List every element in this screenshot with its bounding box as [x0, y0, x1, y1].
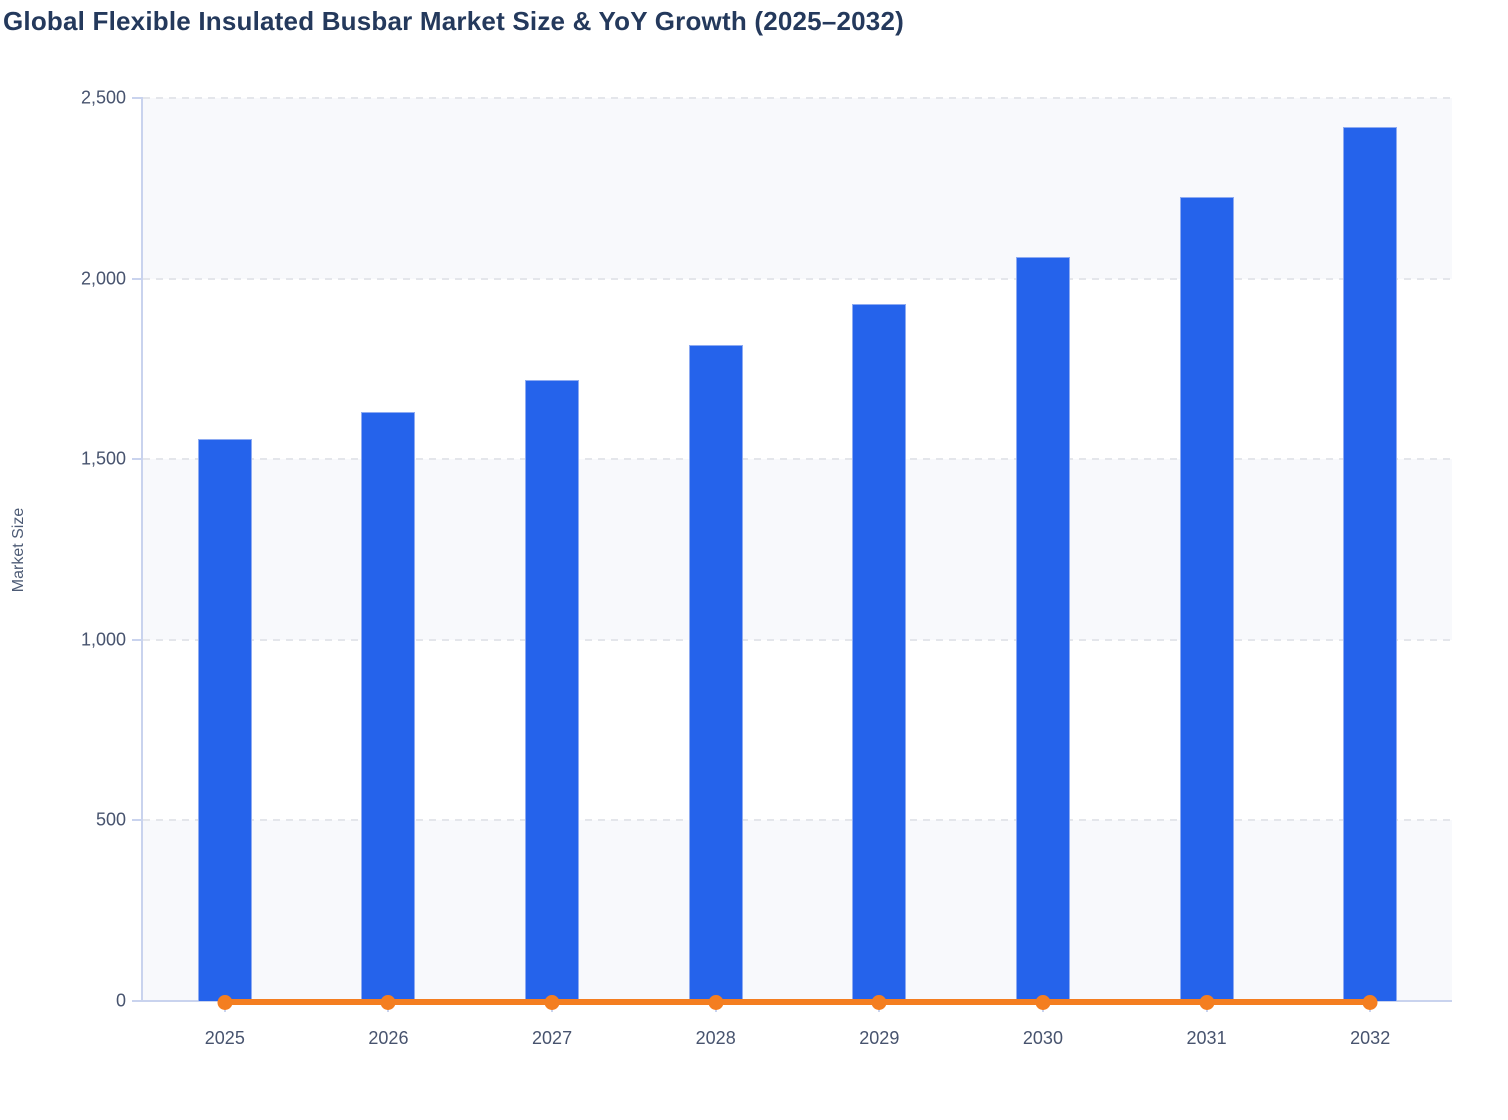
plot-band-2000-2500 — [143, 98, 1452, 279]
x-tick-label-2030: 2030 — [1022, 1028, 1063, 1048]
gridline-500 — [143, 819, 1452, 822]
y-tick-1,500 — [132, 458, 143, 461]
y-tick-500 — [132, 819, 143, 822]
x-tick-label-2026: 2026 — [368, 1028, 409, 1048]
bar-2030[interactable] — [1015, 256, 1070, 1001]
x-tick-label-2027: 2027 — [532, 1028, 573, 1048]
x-tick-label-2031: 2031 — [1186, 1028, 1227, 1048]
y-tick-2,000 — [132, 277, 143, 280]
yoy-point-2028[interactable] — [708, 995, 724, 1010]
plot-band-0-500 — [143, 820, 1452, 1001]
yoy-point-2026[interactable] — [380, 995, 396, 1010]
y-tick-label-0: 0 — [115, 990, 126, 1011]
bar-2025[interactable] — [197, 439, 252, 1001]
x-tick-label-2028: 2028 — [695, 1028, 736, 1048]
chart-title: Global Flexible Insulated Busbar Market … — [3, 6, 904, 36]
bar-2029[interactable] — [852, 303, 907, 1001]
gridline-1,000 — [143, 638, 1452, 641]
bar-2032[interactable] — [1343, 126, 1398, 1001]
y-tick-2,500 — [132, 97, 143, 99]
yoy-point-2032[interactable] — [1362, 995, 1378, 1010]
bar-2026[interactable] — [361, 412, 416, 1001]
x-tick-label-2025: 2025 — [204, 1028, 245, 1048]
y-axis-line — [141, 98, 143, 1001]
yoy-growth-line — [224, 999, 1371, 1005]
yoy-point-2030[interactable] — [1035, 995, 1051, 1010]
y-tick-label-2,000: 2,000 — [80, 268, 126, 289]
y-tick-label-1,500: 1,500 — [80, 448, 126, 469]
bar-2027[interactable] — [525, 379, 580, 1001]
gridline-2,500 — [143, 97, 1452, 99]
yoy-point-2031[interactable] — [1199, 995, 1215, 1010]
y-tick-label-500: 500 — [95, 809, 126, 830]
y-tick-0 — [132, 1000, 143, 1002]
plot-band-1000-1500 — [143, 459, 1452, 640]
gridline-1,500 — [143, 458, 1452, 461]
y-tick-label-1,000: 1,000 — [80, 629, 126, 650]
bar-2028[interactable] — [688, 345, 743, 1001]
gridline-2,000 — [143, 277, 1452, 280]
yoy-point-2027[interactable] — [544, 995, 560, 1010]
plot-area: 0 500 1,000 1,500 2,000 2,500 2025 2026 2027 2028… — [81, 88, 1452, 1048]
yoy-point-2025[interactable] — [217, 995, 233, 1010]
y-axis-title: Market Size — [10, 507, 27, 593]
y-tick-1,000 — [132, 638, 143, 641]
yoy-point-2029[interactable] — [871, 995, 887, 1010]
x-tick-label-2032: 2032 — [1350, 1028, 1391, 1048]
x-tick-label-2029: 2029 — [859, 1028, 900, 1048]
bar-2031[interactable] — [1179, 197, 1234, 1001]
y-tick-label-2,500: 2,500 — [80, 87, 126, 108]
